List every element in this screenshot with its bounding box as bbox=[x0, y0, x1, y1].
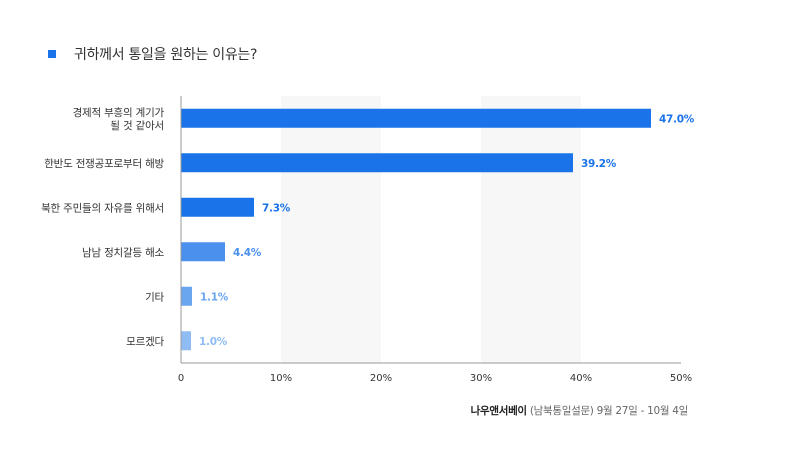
category-label: 남남 정치갈등 해소 bbox=[82, 246, 164, 259]
source-name: 나우앤서베이 bbox=[470, 405, 527, 417]
bar bbox=[181, 286, 192, 306]
category-label-line: 경제적 부흥의 계기가 bbox=[73, 106, 165, 119]
x-tick-label: 20% bbox=[370, 373, 392, 384]
chart-title: 귀하께서 통일을 원하는 이유는? bbox=[74, 47, 258, 63]
grid-band bbox=[281, 96, 381, 363]
grid-band bbox=[481, 96, 581, 363]
bar bbox=[181, 242, 225, 262]
category-label-line: 모르겠다 bbox=[126, 336, 164, 348]
value-label: 1.0% bbox=[199, 336, 228, 348]
source-detail: (남북통일설문) 9월 27일 - 10월 4일 bbox=[529, 405, 688, 417]
bar bbox=[181, 331, 191, 351]
bar bbox=[181, 197, 254, 217]
x-tick-label: 10% bbox=[270, 373, 292, 384]
value-label: 1.1% bbox=[200, 291, 229, 303]
category-label-line: 기타 bbox=[145, 291, 164, 303]
chart-title-row: 귀하께서 통일을 원하는 이유는? bbox=[48, 44, 257, 64]
bar bbox=[181, 153, 573, 173]
value-label: 39.2% bbox=[581, 158, 617, 170]
x-tick-label: 40% bbox=[570, 373, 592, 384]
x-tick-label: 0 bbox=[178, 373, 184, 384]
category-label: 한반도 전쟁공포로부터 해방 bbox=[44, 157, 164, 170]
bar bbox=[181, 108, 651, 128]
value-label: 4.4% bbox=[233, 247, 262, 259]
source-note: 나우앤서베이 (남북통일설문) 9월 27일 - 10월 4일 bbox=[470, 403, 689, 418]
x-tick-label: 50% bbox=[670, 373, 692, 384]
category-label-line: 한반도 전쟁공포로부터 해방 bbox=[44, 157, 164, 170]
category-label-line: 북한 주민들의 자유를 위해서 bbox=[41, 201, 164, 214]
category-label-line: 될 것 같아서 bbox=[110, 120, 164, 132]
value-label: 7.3% bbox=[262, 202, 291, 214]
category-label-line: 남남 정치갈등 해소 bbox=[82, 246, 164, 259]
category-label: 경제적 부흥의 계기가 될 것 같아서 bbox=[73, 106, 165, 132]
value-label: 47.0% bbox=[659, 113, 695, 125]
category-label: 북한 주민들의 자유를 위해서 bbox=[41, 201, 164, 214]
category-label: 기타 bbox=[145, 291, 164, 303]
x-tick-label: 30% bbox=[470, 373, 492, 384]
category-label: 모르겠다 bbox=[126, 336, 164, 348]
title-square-icon bbox=[48, 50, 56, 58]
